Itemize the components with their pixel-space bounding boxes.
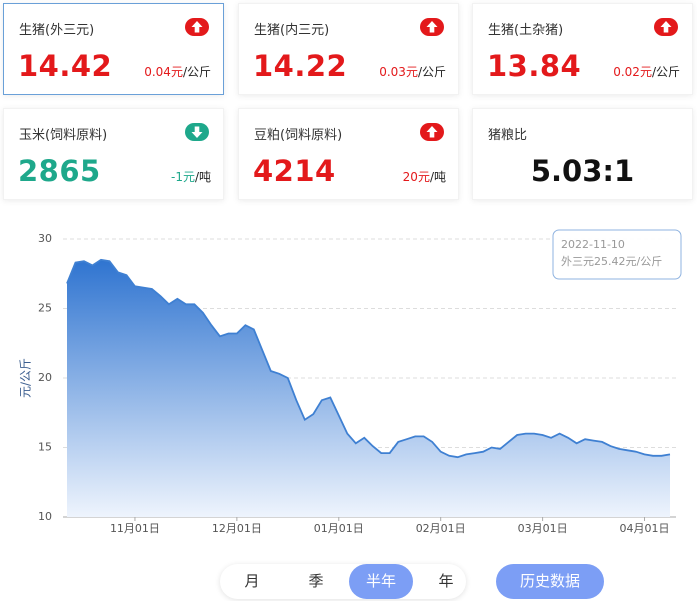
change-amount: -1元 — [170, 170, 195, 184]
card-value: 2865 — [18, 154, 101, 188]
change-unit: /公斤 — [651, 65, 680, 79]
card-change: 0.02元/公斤 — [613, 63, 680, 80]
x-tick-label: 01月01日 — [314, 522, 364, 535]
price-card[interactable]: 玉米(饲料原料) 2865 -1元/吨 — [3, 108, 224, 200]
y-tick-label: 20 — [38, 371, 52, 384]
tooltip-label: 外三元25.42元/公斤 — [561, 255, 662, 268]
card-value: 4214 — [253, 154, 336, 188]
change-amount: 0.04元 — [144, 65, 183, 79]
x-tick-label: 04月01日 — [620, 522, 670, 535]
card-title: 玉米(饲料原料) — [19, 128, 108, 143]
arrow — [426, 21, 438, 33]
period-tab[interactable]: 年 — [438, 572, 454, 590]
x-tick-label: 11月01日 — [110, 522, 160, 535]
arrow — [191, 126, 203, 138]
card-value: 5.03:1 — [530, 154, 635, 188]
area-fill — [67, 259, 670, 517]
history-button[interactable]: 历史数据 — [496, 564, 604, 599]
card-change: 0.03元/公斤 — [379, 63, 446, 80]
card-change: -1元/吨 — [171, 168, 211, 185]
change-unit: /吨 — [429, 170, 446, 184]
price-card[interactable]: 生猪(内三元) 14.22 0.03元/公斤 — [238, 3, 459, 95]
card-title: 豆粕(饲料原料) — [254, 128, 343, 143]
card-value: 14.42 — [18, 49, 113, 83]
change-amount: 0.02元 — [613, 65, 652, 79]
y-tick-label: 10 — [38, 510, 52, 523]
card-title: 猪粮比 — [488, 128, 528, 143]
y-tick-label: 30 — [38, 232, 52, 245]
arrow-shape — [191, 126, 203, 138]
x-tick-label: 12月01日 — [212, 522, 262, 535]
x-tick-label: 02月01日 — [416, 522, 466, 535]
card-title: 生猪(外三元) — [19, 23, 95, 38]
period-tab[interactable]: 月 — [244, 572, 260, 590]
area-line — [66, 258, 671, 459]
arrow-shape — [660, 21, 672, 33]
price-card[interactable]: 豆粕(饲料原料) 4214 20元/吨 — [238, 108, 459, 200]
arrow-shape — [426, 126, 438, 138]
trend-icon — [420, 18, 444, 36]
change-unit: /吨 — [194, 170, 211, 184]
period-tab[interactable]: 季 — [308, 572, 324, 590]
period-tabs: 月 季 半年 年 — [220, 564, 466, 599]
y-axis-label: 元/公斤 — [19, 358, 33, 398]
price-card[interactable]: 猪粮比 5.03:1 — [472, 108, 693, 200]
y-tick-label: 15 — [38, 441, 52, 454]
trend-icon — [420, 123, 444, 141]
card-change: 20元/吨 — [403, 168, 446, 185]
price-card[interactable]: 生猪(外三元) 14.42 0.04元/公斤 — [3, 3, 224, 95]
card-title: 生猪(土杂猪) — [488, 23, 564, 38]
arrow — [191, 21, 203, 33]
change-unit: /公斤 — [417, 65, 446, 79]
y-tick-label: 25 — [38, 302, 52, 315]
tooltip-date: 2022-11-10 — [561, 238, 625, 251]
price-card[interactable]: 生猪(土杂猪) 13.84 0.02元/公斤 — [472, 3, 693, 95]
change-amount: 20元 — [402, 170, 430, 184]
trend-icon — [185, 18, 209, 36]
arrow-shape — [426, 21, 438, 33]
period-tab[interactable]: 半年 — [349, 564, 413, 599]
arrow-shape — [191, 21, 203, 33]
arrow — [660, 21, 672, 33]
card-value: 13.84 — [487, 49, 582, 83]
change-amount: 0.03元 — [379, 65, 418, 79]
change-unit: /公斤 — [182, 65, 211, 79]
trend-icon — [654, 18, 678, 36]
tooltip-box — [552, 229, 682, 280]
trend-icon — [185, 123, 209, 141]
card-change: 0.04元/公斤 — [144, 63, 211, 80]
arrow — [426, 126, 438, 138]
x-tick-label: 03月01日 — [518, 522, 568, 535]
card-value: 14.22 — [253, 49, 348, 83]
card-title: 生猪(内三元) — [254, 23, 330, 38]
